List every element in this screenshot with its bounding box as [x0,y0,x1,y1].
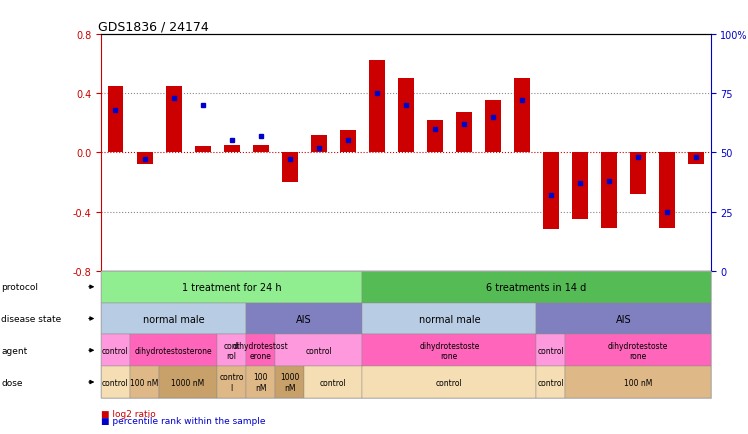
Bar [194,147,211,153]
Text: normal male: normal male [419,314,480,324]
Text: AIS: AIS [296,314,312,324]
Text: 1000
nM: 1000 nM [280,372,299,392]
Bar [456,113,472,153]
Text: protocol: protocol [1,283,38,292]
Bar [688,153,704,165]
Text: control: control [320,378,346,387]
Text: dihydrotestosterone: dihydrotestosterone [135,346,212,355]
Bar [340,131,356,153]
Bar [165,86,182,153]
Text: dihydrotestoste
rone: dihydrotestoste rone [419,341,479,360]
Bar [282,153,298,183]
Bar [108,86,123,153]
Bar [543,153,559,230]
Text: control: control [102,378,129,387]
Bar [485,101,501,153]
Text: dose: dose [1,378,23,387]
Bar [572,153,588,220]
Bar [137,153,153,165]
Text: disease state: disease state [1,314,62,323]
Bar [369,61,384,153]
Text: normal male: normal male [143,314,204,324]
Text: control: control [436,378,463,387]
Text: contro
l: contro l [219,372,244,392]
Bar [659,153,675,228]
Bar [427,121,443,153]
Bar [224,145,239,153]
Text: 100
nM: 100 nM [254,372,268,392]
Text: ■ log2 ratio: ■ log2 ratio [101,409,156,418]
Bar [310,135,327,153]
Bar [514,79,530,153]
Text: 1000 nM: 1000 nM [171,378,205,387]
Bar [630,153,646,194]
Text: 100 nM: 100 nM [130,378,159,387]
Text: 6 treatments in 14 d: 6 treatments in 14 d [486,282,586,292]
Text: control: control [538,346,564,355]
Text: GDS1836 / 24174: GDS1836 / 24174 [98,20,209,33]
Text: 1 treatment for 24 h: 1 treatment for 24 h [182,282,281,292]
Text: cont
rol: cont rol [223,341,240,360]
Text: ■ percentile rank within the sample: ■ percentile rank within the sample [101,416,266,424]
Text: 100 nM: 100 nM [624,378,652,387]
Bar [601,153,617,228]
Text: control: control [305,346,332,355]
Text: control: control [102,346,129,355]
Text: AIS: AIS [616,314,631,324]
Text: dihydrotestost
erone: dihydrotestost erone [233,341,289,360]
Bar [398,79,414,153]
Bar [253,145,269,153]
Text: agent: agent [1,346,28,355]
Text: dihydrotestoste
rone: dihydrotestoste rone [608,341,668,360]
Text: control: control [538,378,564,387]
